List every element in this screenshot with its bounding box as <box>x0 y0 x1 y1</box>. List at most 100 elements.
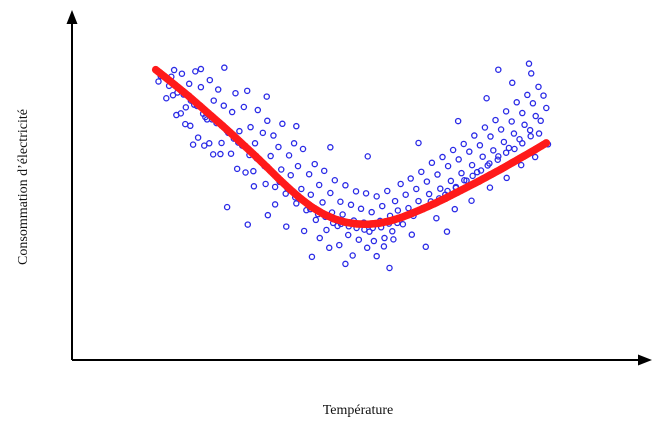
scatter-point <box>236 127 243 135</box>
scatter-point <box>293 200 300 207</box>
scatter-point <box>471 132 478 139</box>
scatter-point <box>481 124 489 131</box>
scatter-point <box>535 83 542 91</box>
scatter-point <box>218 139 225 147</box>
scatter-point <box>394 207 402 214</box>
scatter-point <box>415 139 422 147</box>
scatter-point <box>279 120 286 128</box>
scatter-point <box>300 227 308 235</box>
scatter-point <box>357 205 365 213</box>
scatter-point <box>368 208 375 216</box>
scatter-point <box>287 171 294 179</box>
scatter-point <box>443 228 451 235</box>
scatter-point <box>155 78 162 85</box>
scatter-point <box>428 159 436 167</box>
scatter-point <box>342 182 349 189</box>
scatter-point <box>455 156 462 163</box>
scatter-point <box>308 253 316 261</box>
scatter-point <box>206 76 214 84</box>
scatter-point <box>386 264 393 272</box>
scatter-point <box>370 237 378 245</box>
fitted-curve-point <box>542 139 551 147</box>
scatter-point <box>521 121 528 129</box>
scatter-point <box>323 226 330 234</box>
scatter-point <box>373 193 380 200</box>
scatter-point <box>339 211 346 218</box>
scatter-point <box>214 86 222 93</box>
scatter-point <box>502 149 510 156</box>
scatter-point <box>187 122 194 130</box>
scatter-point <box>264 211 272 219</box>
scatter-point <box>232 89 239 97</box>
scatter-point <box>527 132 534 140</box>
scatter-point <box>364 153 371 160</box>
scatter-point <box>519 109 526 117</box>
scatter-point <box>476 142 484 149</box>
scatter-point <box>362 190 370 197</box>
scatter-point <box>177 110 185 117</box>
scatter-point <box>486 184 494 191</box>
scatter-point <box>469 172 476 180</box>
scatter-point <box>437 185 444 192</box>
scatter-point <box>344 231 352 239</box>
scatter-point <box>527 70 535 77</box>
scatter-point <box>312 216 320 224</box>
scatter-point <box>210 97 217 104</box>
scatter-point <box>483 95 490 102</box>
scatter-point <box>529 100 537 107</box>
scatter-point <box>381 234 388 242</box>
scatter-point <box>319 199 326 206</box>
scatter-point <box>423 178 431 185</box>
scatter-point <box>337 198 344 205</box>
scatter-point <box>402 191 409 198</box>
scatter-point <box>315 181 323 189</box>
scatter-point <box>254 106 262 114</box>
scatter-point <box>513 99 520 106</box>
scatter-point <box>363 244 371 252</box>
scatter-point <box>247 123 254 131</box>
x-axis-label: Température <box>323 403 394 418</box>
scatter-point <box>240 103 248 111</box>
scatter-point <box>397 180 404 188</box>
scatter-point <box>451 205 459 213</box>
scatter-point <box>320 167 328 175</box>
scatter-point <box>477 167 485 174</box>
scatter-point <box>510 130 518 137</box>
scatter-point <box>490 147 497 154</box>
scatter-point <box>479 153 486 160</box>
scatter-point <box>311 160 318 168</box>
scatter-point <box>325 244 333 252</box>
scatter-point <box>415 197 422 205</box>
scatter-point <box>228 108 236 116</box>
scatter-point <box>380 243 388 250</box>
scatter-point <box>486 160 493 167</box>
scatter-point <box>293 122 300 130</box>
scatter-point <box>425 190 433 198</box>
scatter-point <box>468 161 476 169</box>
scatter-point <box>307 191 315 198</box>
scatter-point <box>526 126 534 134</box>
scatter-point <box>263 93 270 100</box>
scatter-point <box>537 117 544 125</box>
scatter-point <box>389 228 396 235</box>
scatter-point <box>336 241 343 249</box>
scatter-point <box>355 236 363 243</box>
scatter-point <box>384 187 391 195</box>
scatter-point <box>185 80 193 88</box>
scatter-point <box>294 162 302 170</box>
scatter-point <box>200 142 208 149</box>
scatter-point <box>327 189 334 197</box>
scatter-point <box>525 60 533 67</box>
scatter-point <box>305 170 313 178</box>
scatter-point <box>259 129 267 137</box>
scatter-point <box>503 174 510 182</box>
scatter-point <box>433 214 440 222</box>
scatter-point <box>492 116 499 124</box>
scatter-point <box>331 176 339 184</box>
scatter-point <box>502 108 510 115</box>
scatter-point <box>511 145 518 153</box>
scatter-point <box>418 168 425 176</box>
scatter-point <box>262 180 269 188</box>
scatter-point <box>540 92 547 99</box>
